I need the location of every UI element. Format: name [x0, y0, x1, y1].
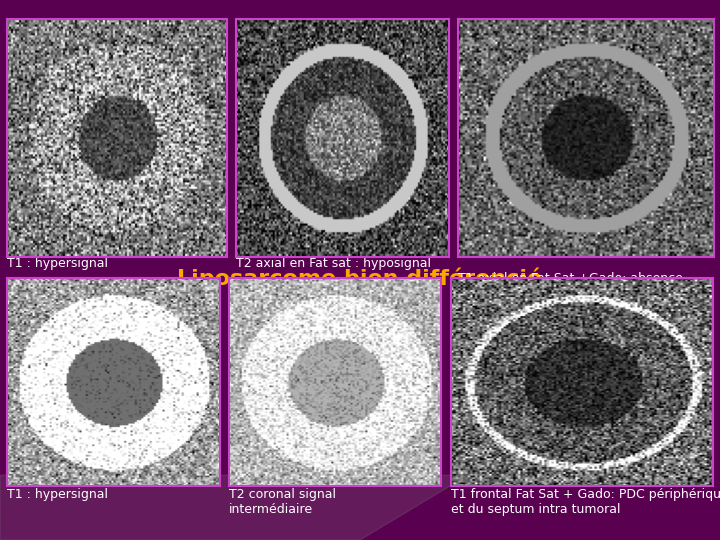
Text: lipome: lipome — [464, 24, 580, 53]
Text: T1 frontal Fat Sat + Gado: PDC périphérique
et du septum intra tumoral: T1 frontal Fat Sat + Gado: PDC périphéri… — [451, 488, 720, 516]
Text: T1 axial en Fat Sat +Gado: absence
de PDC: T1 axial en Fat Sat +Gado: absence de PD… — [458, 272, 683, 300]
Text: Liposarcome bien différencié: Liposarcome bien différencié — [177, 267, 543, 289]
Text: T2 coronal signal
intermédiaire: T2 coronal signal intermédiaire — [229, 488, 336, 516]
Text: T1 : hypersignal: T1 : hypersignal — [7, 488, 108, 501]
Text: T2 axial en Fat sat : hyposignal: T2 axial en Fat sat : hyposignal — [236, 256, 431, 269]
Polygon shape — [0, 475, 468, 540]
Text: T1 : hypersignal: T1 : hypersignal — [7, 256, 108, 269]
